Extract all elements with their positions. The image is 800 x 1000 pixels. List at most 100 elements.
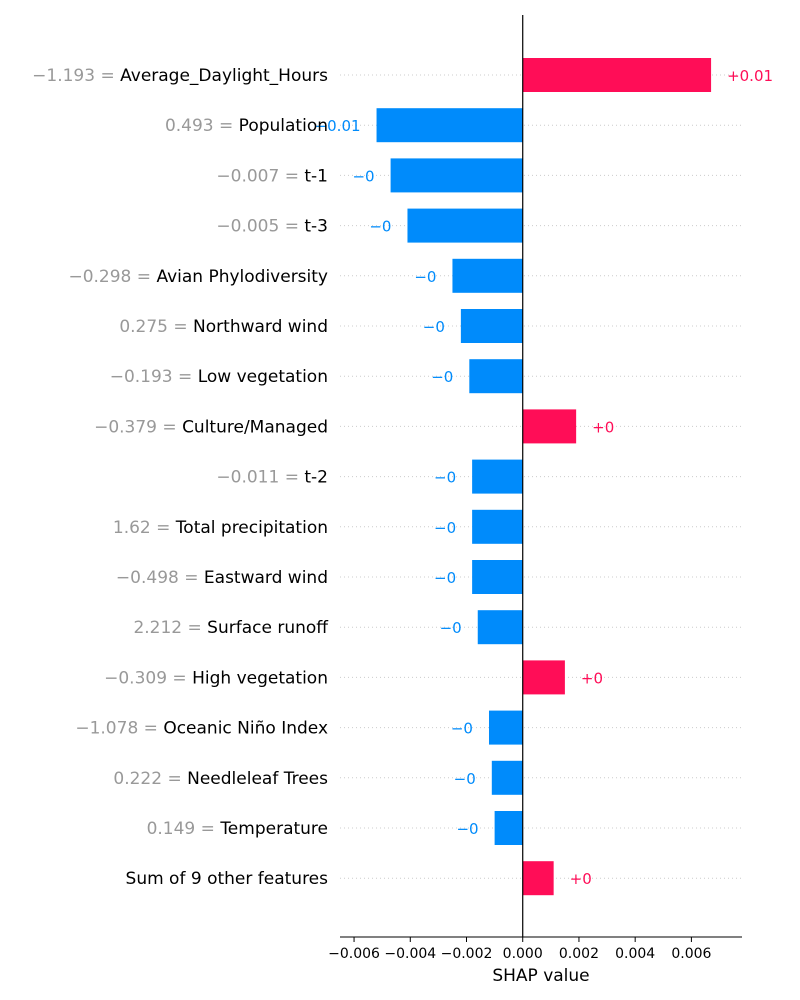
bar-value-label: −0 [440, 619, 462, 637]
feature-label: −0.379 = Culture/Managed [94, 417, 328, 437]
feature-value: −1.193 [32, 66, 95, 86]
feature-value: 2.212 [133, 618, 182, 638]
shap-bar [491, 760, 523, 795]
bar-value-label: −0 [431, 368, 453, 386]
shap-bar [472, 459, 523, 494]
equals-sign: = [279, 468, 304, 488]
shap-bar [460, 309, 523, 343]
equals-sign: = [95, 66, 120, 86]
feature-label: 0.275 = Northward wind [119, 317, 328, 337]
equals-sign: = [151, 518, 176, 538]
feature-name: t-1 [304, 166, 328, 186]
shap-bar [477, 610, 523, 645]
label-layer: +0.01 −1.193 = Average_Daylight_Hours −0.0… [32, 66, 773, 889]
feature-label: −0.298 = Avian Phylodiversity [68, 267, 328, 287]
feature-value: −0.498 [116, 568, 179, 588]
shap-bar [376, 108, 523, 143]
bar-value-label: −0 [352, 167, 374, 185]
equals-sign: = [168, 317, 193, 337]
equals-sign: = [162, 769, 187, 789]
feature-name: Total precipitation [175, 518, 328, 538]
shap-bar [522, 861, 554, 896]
bar-value-label: −0 [454, 770, 476, 788]
bar-value-label: +0 [570, 870, 592, 888]
x-tick-label: 0.004 [615, 946, 655, 962]
feature-label: 0.149 = Temperature [147, 819, 328, 839]
feature-label: 2.212 = Surface runoff [133, 618, 329, 638]
axis-layer: −0.006 −0.004 −0.002 0.000 0.002 0.004 0.006 S… [328, 15, 742, 986]
bar-value-label: +0.01 [727, 67, 773, 85]
grid-layer [340, 74, 742, 879]
feature-value: −0.005 [216, 217, 279, 237]
feature-value: 0.149 [147, 819, 196, 839]
feature-name: Northward wind [193, 317, 328, 337]
feature-value: −0.011 [216, 468, 279, 488]
feature-name: Needleleaf Trees [187, 769, 328, 789]
shap-bar [390, 158, 523, 193]
feature-value: 0.493 [165, 116, 214, 136]
equals-sign: = [157, 417, 182, 437]
equals-sign: = [131, 267, 156, 287]
feature-label: −1.193 = Average_Daylight_Hours [32, 66, 328, 86]
bar-value-label: +0 [592, 418, 614, 436]
x-ticks: −0.006 −0.004 −0.002 0.000 0.002 0.004 0.006 [328, 937, 712, 962]
equals-sign: = [138, 719, 163, 739]
x-tick-label: 0.002 [559, 946, 599, 962]
shap-bar [452, 258, 523, 293]
feature-name: Low vegetation [198, 367, 328, 387]
equals-sign: = [195, 819, 220, 839]
x-tick-label: −0.006 [328, 946, 380, 962]
x-axis-label: SHAP value [492, 966, 589, 986]
equals-sign: = [279, 166, 304, 186]
feature-label: 0.222 = Needleleaf Trees [113, 769, 328, 789]
equals-sign: = [182, 618, 207, 638]
shap-bar [522, 660, 565, 695]
feature-value: −0.007 [216, 166, 279, 186]
feature-name: Eastward wind [204, 568, 328, 588]
shap-bar [472, 509, 523, 544]
feature-name: t-3 [304, 217, 328, 237]
shap-bar [522, 58, 712, 92]
bar-value-label: −0 [434, 569, 456, 587]
feature-name: Temperature [219, 819, 328, 839]
bar-value-label: −0 [414, 268, 436, 286]
feature-value: −0.309 [104, 668, 167, 688]
feature-label: 0.493 = Population [165, 116, 328, 136]
bar-value-label: −0 [456, 820, 478, 838]
feature-name: Oceanic Niño Index [163, 719, 328, 739]
feature-label: −0.011 = t-2 [216, 468, 328, 488]
feature-label: −0.309 = High vegetation [104, 668, 328, 688]
bar-value-label: +0 [581, 669, 603, 687]
feature-label: −0.193 = Low vegetation [110, 367, 328, 387]
x-tick-label: 0.006 [671, 946, 711, 962]
shap-bar [488, 710, 523, 745]
feature-value: −0.193 [110, 367, 173, 387]
bar-value-label: −0 [434, 519, 456, 537]
feature-name: t-2 [304, 468, 328, 488]
x-tick-label: 0.000 [503, 946, 543, 962]
feature-value: −1.078 [75, 719, 138, 739]
feature-name: Sum of 9 other features [126, 869, 329, 889]
bar-value-label: −0 [369, 218, 391, 236]
feature-label: −0.005 = t-3 [216, 217, 328, 237]
equals-sign: = [167, 668, 192, 688]
shap-bar [522, 409, 577, 444]
bar-value-label: −0 [451, 720, 473, 738]
feature-value: −0.298 [68, 267, 131, 287]
x-tick-label: −0.002 [441, 946, 493, 962]
feature-name: Culture/Managed [182, 417, 328, 437]
feature-label: −0.498 = Eastward wind [116, 568, 328, 588]
equals-sign: = [173, 367, 198, 387]
feature-name: High vegetation [192, 668, 328, 688]
feature-value: −0.379 [94, 417, 157, 437]
bar-layer [376, 58, 712, 896]
bar-value-label: −0 [434, 469, 456, 487]
bar-value-label: −0.01 [315, 117, 361, 135]
shap-bar [407, 208, 523, 243]
feature-label: −1.078 = Oceanic Niño Index [75, 719, 328, 739]
feature-label: Sum of 9 other features [126, 869, 329, 889]
feature-name: Avian Phylodiversity [156, 267, 328, 287]
feature-value: 0.222 [113, 769, 162, 789]
